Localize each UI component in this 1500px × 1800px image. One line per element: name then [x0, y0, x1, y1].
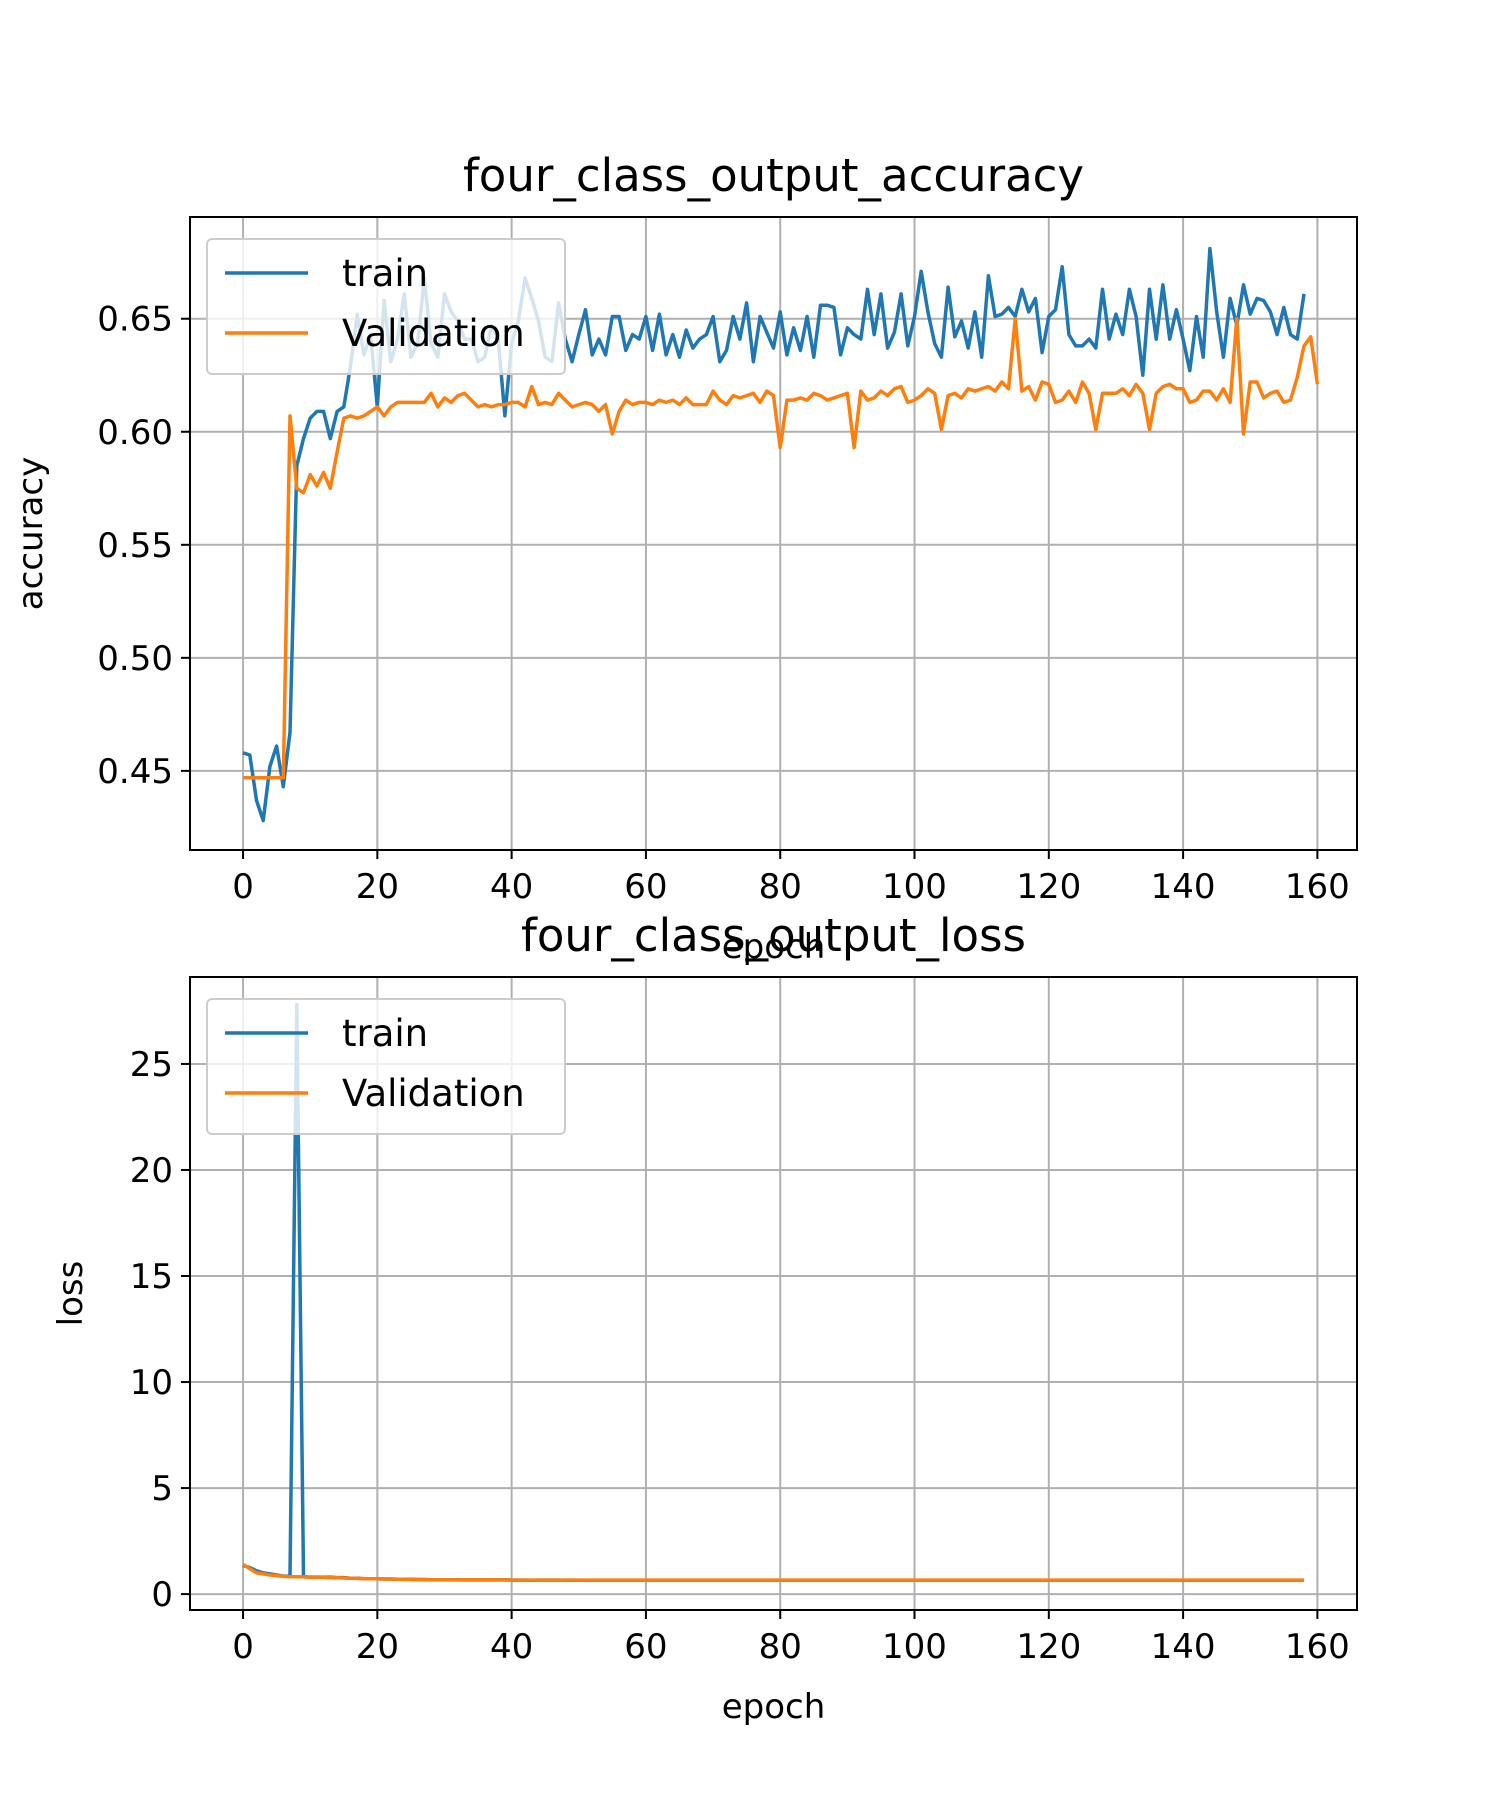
y-tick-label: 0.45 [97, 752, 173, 792]
series-line-validation [243, 316, 1320, 780]
x-tick-label: 160 [1285, 867, 1350, 907]
y-axis-label: accuracy [11, 457, 51, 610]
x-tick-label: 100 [882, 867, 947, 907]
y-tick-label: 5 [151, 1469, 173, 1509]
y-tick-label: 0.65 [97, 300, 173, 340]
y-axis-label: loss [51, 1261, 91, 1327]
x-tick-label: 100 [882, 1627, 947, 1667]
legend-label-validation: Validation [342, 1072, 525, 1115]
x-tick-label: 60 [624, 867, 667, 907]
x-tick-label: 120 [1016, 867, 1081, 907]
x-tick-label: 140 [1151, 1627, 1216, 1667]
x-tick-label: 0 [232, 867, 254, 907]
x-tick-label: 120 [1016, 1627, 1081, 1667]
x-tick-label: 160 [1285, 1627, 1350, 1667]
y-tick-label: 25 [130, 1045, 173, 1085]
x-tick-label: 40 [490, 1627, 533, 1667]
x-tick-label: 20 [356, 1627, 399, 1667]
legend-label-validation: Validation [342, 312, 525, 355]
plot-title: four_class_output_loss [521, 909, 1026, 962]
y-tick-label: 0 [151, 1575, 173, 1615]
legend-label-train: train [342, 1012, 428, 1055]
x-tick-label: 80 [759, 1627, 802, 1667]
x-axis-label: epoch [722, 1687, 826, 1727]
x-tick-label: 0 [232, 1627, 254, 1667]
x-tick-label: 20 [356, 867, 399, 907]
axes-frame [189, 976, 1358, 1611]
x-tick-label: 140 [1151, 867, 1216, 907]
x-tick-label: 80 [759, 867, 802, 907]
y-tick-label: 15 [130, 1257, 173, 1297]
loss-plot: 0 20 40 60 80 100 120 140 160 0 5 10 15 20 25 epoch loss… [51, 909, 1358, 1727]
y-tick-label: 0.50 [97, 639, 173, 679]
x-tick-label: 40 [490, 867, 533, 907]
legend: train Validation [206, 238, 566, 375]
y-tick-label: 0.60 [97, 413, 173, 453]
y-tick-label: 0.55 [97, 526, 173, 566]
accuracy-plot: 0 20 40 60 80 100 120 140 160 0.45 0.50 0.55 0.60 0.6… [11, 149, 1358, 967]
legend: train Validation [206, 998, 566, 1135]
x-axis-label: epoch [722, 927, 826, 967]
x-tick-label: 60 [624, 1627, 667, 1667]
y-tick-label: 20 [130, 1151, 173, 1191]
axes-frame [189, 216, 1358, 851]
plot-title: four_class_output_accuracy [463, 149, 1084, 202]
series-line-validation [242, 1562, 1304, 1582]
y-tick-label: 10 [130, 1363, 173, 1403]
legend-label-train: train [342, 252, 428, 295]
